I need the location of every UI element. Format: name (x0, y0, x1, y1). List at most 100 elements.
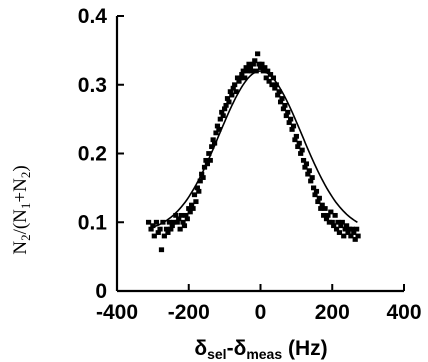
data-point (352, 237, 358, 242)
data-point (280, 106, 287, 112)
data-point (191, 192, 198, 198)
data-point (344, 223, 350, 229)
data-point (325, 212, 331, 218)
fit-line (152, 70, 358, 228)
data-point (227, 89, 233, 95)
y-tick-label: 0.2 (78, 143, 107, 166)
data-point (329, 219, 335, 225)
data-point (313, 188, 320, 194)
x-axis-label: δsel-δmeas (Hz) (194, 337, 327, 362)
data-point (220, 113, 226, 119)
data-point (302, 164, 308, 170)
data-point (217, 116, 223, 122)
data-point (214, 123, 221, 129)
x-tick-label: -200 (168, 301, 210, 324)
data-point (282, 102, 288, 108)
data-point (233, 89, 239, 95)
y-tick-label: 0 (95, 280, 107, 303)
data-point (319, 202, 325, 208)
data-point (336, 230, 343, 235)
data-point (253, 68, 259, 74)
data-point (158, 247, 165, 253)
data-point (345, 230, 351, 235)
data-point (193, 199, 199, 205)
data-point (157, 226, 163, 232)
data-point (298, 151, 304, 156)
data-point (155, 230, 161, 235)
data-point (263, 75, 269, 81)
data-point (180, 219, 186, 225)
data-point (150, 223, 156, 229)
data-point (183, 212, 189, 218)
data-point (226, 99, 232, 105)
data-point (273, 82, 279, 88)
data-point (250, 61, 256, 67)
data-point (267, 72, 274, 77)
data-point (249, 68, 255, 74)
data-point (338, 223, 344, 229)
data-point (351, 230, 357, 235)
data-point (200, 175, 206, 180)
data-point (259, 61, 265, 67)
data-point (255, 51, 261, 57)
data-point (203, 157, 209, 163)
data-point (348, 233, 354, 239)
data-point (266, 78, 272, 84)
data-point (315, 199, 321, 205)
data-point (326, 219, 332, 225)
data-points (145, 51, 361, 253)
data-point (312, 192, 318, 198)
x-tick-label: 200 (315, 301, 350, 324)
data-point (349, 226, 355, 232)
data-point (216, 127, 222, 132)
data-point (194, 185, 200, 191)
data-point (168, 226, 174, 232)
data-point (322, 206, 328, 211)
data-point (333, 226, 340, 232)
data-point (283, 113, 289, 119)
data-point (163, 226, 170, 232)
data-point (243, 65, 249, 70)
data-point (210, 137, 216, 143)
x-tick-label: 400 (386, 301, 421, 324)
data-point (196, 188, 202, 194)
data-point (309, 175, 315, 180)
data-point (321, 212, 327, 218)
y-tick-label: 0.1 (78, 211, 108, 234)
data-point (342, 226, 348, 232)
data-point (265, 68, 271, 74)
data-point (230, 85, 236, 91)
data-point (234, 75, 241, 81)
axes: 0 0.1 0.2 0.3 0.4 -400 -200 0 200 400 (78, 5, 422, 324)
data-point (197, 178, 203, 184)
data-point (269, 82, 275, 88)
data-point (177, 226, 183, 232)
data-point (239, 72, 245, 77)
data-point (166, 219, 172, 225)
data-point (276, 89, 282, 95)
data-point (161, 233, 167, 239)
data-point (289, 127, 295, 132)
data-point (300, 157, 307, 163)
data-point (310, 185, 317, 191)
data-point (236, 78, 242, 84)
data-point (223, 102, 229, 108)
data-point (316, 195, 322, 201)
x-tick-label: -400 (96, 301, 138, 324)
data-point (246, 61, 252, 67)
data-point (165, 230, 171, 235)
data-point (232, 82, 238, 88)
data-point (206, 151, 212, 156)
data-point (335, 219, 341, 225)
data-point (169, 223, 175, 229)
data-point (328, 209, 334, 215)
data-point (244, 68, 251, 74)
y-axis-label: N2/(N1+N2) (10, 165, 33, 254)
data-point (331, 223, 337, 229)
data-point (145, 219, 152, 225)
data-point (339, 219, 345, 225)
data-point (237, 75, 244, 81)
data-point (285, 109, 291, 115)
data-point (288, 116, 294, 122)
